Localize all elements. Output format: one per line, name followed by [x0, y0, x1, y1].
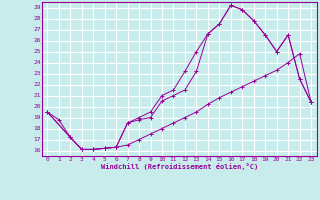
- X-axis label: Windchill (Refroidissement éolien,°C): Windchill (Refroidissement éolien,°C): [100, 163, 258, 170]
